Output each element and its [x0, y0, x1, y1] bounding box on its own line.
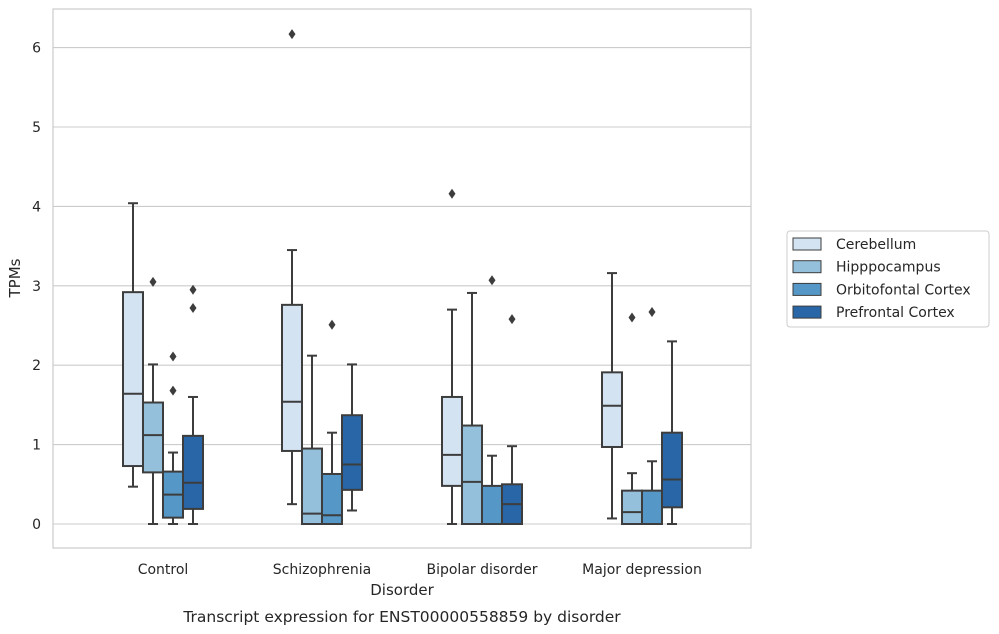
legend-label: Orbitofontal Cortex: [836, 282, 971, 298]
y-tick-label: 3: [32, 279, 41, 295]
y-tick-label: 5: [32, 120, 41, 136]
box-cerebellum: [122, 202, 144, 488]
legend-label: Cerebellum: [836, 237, 916, 253]
y-axis-title: TPMs: [6, 258, 24, 298]
outlier-point: [288, 29, 296, 40]
legend-item: Orbitofontal Cortex: [792, 282, 971, 298]
legend: Cerebellum Hipppocampus Orbitofontal Corte…: [786, 230, 990, 328]
y-tick-label: 4: [32, 199, 41, 215]
outlier-point: [628, 312, 636, 323]
outlier-point: [488, 275, 496, 286]
x-tick-label: Control: [138, 562, 189, 578]
outlier-point: [448, 188, 456, 199]
box-iqr: [481, 484, 503, 525]
outlier-point: [189, 284, 197, 295]
box-iqr: [182, 434, 204, 510]
legend-swatch: [792, 237, 822, 251]
box-groups: [122, 29, 683, 526]
box-iqr: [621, 489, 643, 526]
plot-area-frame: [52, 8, 752, 549]
legend-label: Hipppocampus: [836, 260, 941, 276]
box-iqr: [641, 489, 663, 526]
box-iqr: [281, 303, 303, 452]
box-prefrontal-cortex: [501, 314, 523, 525]
box-iqr: [601, 371, 623, 448]
box-orbitofontal-cortex: [641, 307, 663, 526]
outlier-point: [169, 385, 177, 396]
x-axis-title: Disorder: [370, 581, 434, 599]
box-prefrontal-cortex: [182, 284, 204, 525]
x-tick-label: Major depression: [582, 562, 702, 578]
box-iqr: [122, 291, 144, 468]
legend-swatch: [792, 305, 822, 319]
legend-frame: [786, 230, 990, 328]
legend-item: Cerebellum: [792, 237, 916, 253]
box-orbitofontal-cortex: [162, 351, 184, 525]
outlier-point: [189, 303, 197, 314]
y-tick-label: 0: [32, 517, 41, 533]
y-tick-label: 6: [32, 41, 41, 57]
box-iqr: [142, 401, 164, 474]
box-cerebellum: [281, 29, 303, 506]
outlier-point: [648, 307, 656, 318]
x-tick-label: Bipolar disorder: [426, 562, 537, 578]
box-cerebellum: [601, 272, 623, 520]
box-hipppocampus: [301, 354, 323, 526]
legend-item: Hipppocampus: [792, 260, 941, 276]
box-iqr: [661, 431, 683, 509]
legend-label: Prefrontal Cortex: [836, 305, 955, 321]
box-iqr: [341, 414, 363, 491]
outlier-point: [149, 276, 157, 287]
box-hipppocampus: [142, 276, 164, 525]
legend-swatch: [792, 260, 822, 274]
legend-item: Prefrontal Cortex: [792, 305, 955, 321]
outlier-point: [328, 319, 336, 330]
chart-caption: Transcript expression for ENST0000055885…: [182, 608, 621, 626]
x-axis-ticks: Control Schizophrenia Bipolar disorder Majo…: [138, 562, 702, 578]
box-hipppocampus: [461, 291, 483, 526]
outlier-point: [169, 351, 177, 362]
y-tick-label: 1: [32, 438, 41, 454]
box-orbitofontal-cortex: [481, 275, 503, 525]
box-iqr: [321, 472, 343, 525]
y-tick-label: 2: [32, 358, 41, 374]
x-tick-label: Schizophrenia: [273, 562, 371, 578]
y-axis-ticks: 0 1 2 3 4 5 6: [32, 41, 41, 533]
outlier-point: [508, 314, 516, 325]
box-prefrontal-cortex: [661, 340, 683, 525]
legend-swatch: [792, 282, 822, 296]
box-cerebellum: [441, 188, 463, 525]
box-iqr: [441, 395, 463, 487]
gridlines: [53, 47, 751, 525]
box-orbitofontal-cortex: [321, 319, 343, 525]
box-hipppocampus: [621, 312, 643, 526]
box-iqr: [461, 424, 483, 526]
box-prefrontal-cortex: [341, 363, 363, 512]
